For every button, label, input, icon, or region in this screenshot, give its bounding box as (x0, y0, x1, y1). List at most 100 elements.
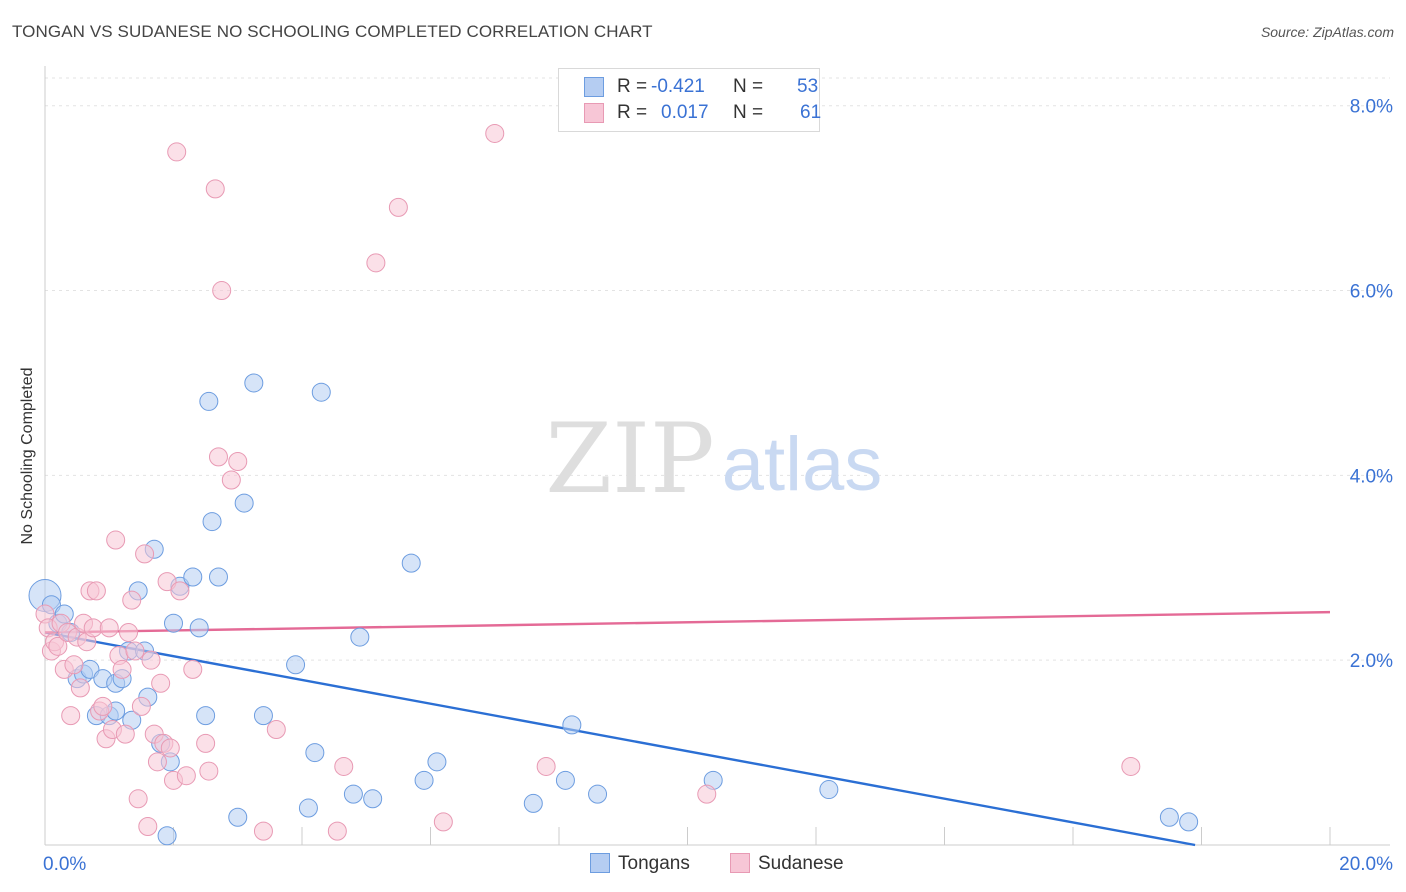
sudanese-point (388, 197, 408, 217)
sudanese-point (167, 142, 187, 162)
sudanese-point (48, 636, 68, 656)
stats-legend: R = -0.421 N = 53 R = 0.017 N = 61 (558, 68, 822, 132)
sudanese-point (1121, 756, 1141, 776)
tongan-point (189, 618, 209, 638)
tongan-point (199, 391, 219, 411)
sudanese-point (61, 706, 81, 726)
tongan-point (286, 655, 306, 675)
chart-title: TONGAN VS SUDANESE NO SCHOOLING COMPLETE… (12, 22, 653, 41)
tongan-point (819, 780, 839, 800)
sudanese-point (99, 618, 119, 638)
sudanese-point (221, 470, 241, 490)
x-tick-label: 20.0% (1339, 854, 1393, 875)
tongan-point (1179, 812, 1199, 832)
y-tick-label: 4.0% (1350, 466, 1393, 487)
sudanese-point (64, 655, 84, 675)
n-value: 61 (800, 102, 822, 123)
sudanese-point (141, 650, 161, 670)
tick-labels: 2.0% 4.0% 6.0% 8.0% 0.0% 20.0% (43, 97, 1393, 875)
sudanese-point (135, 544, 155, 564)
tongan-point (427, 752, 447, 772)
data-points (28, 123, 1199, 846)
sudanese-point (125, 641, 145, 661)
sudanese-point (122, 590, 142, 610)
legend-label-sudanese: Sudanese (758, 853, 844, 874)
tongan-point (298, 798, 318, 818)
sudanese-swatch (584, 103, 604, 123)
y-tick-label: 6.0% (1350, 282, 1393, 303)
legend-item-tongans: Tongans (590, 852, 690, 876)
tongan-point (588, 784, 608, 804)
sudanese-point (327, 821, 347, 841)
trend-lines (44, 610, 1331, 847)
tongan-point (208, 567, 228, 587)
tongan-point (343, 784, 363, 804)
watermark-atlas: atlas (722, 422, 883, 507)
tongan-point (523, 793, 543, 813)
sudanese-point (199, 761, 219, 781)
sudanese-point (119, 622, 139, 642)
sudanese-point (433, 812, 453, 832)
sudanese-point (115, 724, 135, 744)
legend-item-sudanese: Sudanese (730, 852, 844, 876)
tongan-point (234, 493, 254, 513)
sudanese-point (212, 281, 232, 301)
sudanese-point (151, 673, 171, 693)
sudanese-point (138, 817, 158, 837)
n-value: 53 (797, 76, 819, 97)
tongans-trend-line (44, 631, 1196, 847)
grid-lines (45, 77, 1390, 661)
sudanese-point (106, 530, 126, 550)
sudanese-point (176, 766, 196, 786)
x-tick-label: 0.0% (43, 854, 86, 875)
sudanese-point (196, 733, 216, 753)
tongan-point (401, 553, 421, 573)
sudanese-point (112, 659, 132, 679)
sudanese-point (228, 452, 248, 471)
tongan-point (562, 715, 582, 735)
sudanese-point (485, 123, 505, 143)
sudanese-point (366, 253, 386, 273)
sudanese-point (160, 738, 180, 758)
sudanese-point (536, 756, 556, 776)
r-value: 0.017 (661, 102, 709, 123)
sudanese-point (131, 696, 151, 716)
tongan-point (350, 627, 370, 647)
sudanese-point (253, 821, 273, 841)
sudanese-point (205, 179, 225, 199)
sudanese-point (697, 784, 717, 804)
sudanese-point (147, 752, 167, 772)
watermark: ZIP atlas (545, 403, 882, 515)
sudanese-point (93, 696, 113, 716)
sudanese-point (266, 719, 286, 739)
tongan-point (157, 826, 177, 846)
tongan-point (228, 807, 248, 827)
sudanese-point (208, 447, 228, 467)
r-label: R = (617, 102, 648, 123)
sudanese-point (70, 678, 90, 698)
sudanese-point (334, 756, 354, 776)
r-value: -0.421 (651, 76, 705, 97)
tongan-point (244, 373, 264, 393)
r-label: R = (617, 76, 648, 97)
sudanese-point (157, 572, 177, 592)
sudanese-trend-line (44, 610, 1331, 634)
tongans-swatch (584, 77, 604, 97)
tongan-point (196, 706, 216, 726)
sudanese-point (86, 581, 106, 601)
sudanese-point (128, 789, 148, 809)
tongan-point (1159, 807, 1179, 827)
sudanese-point (170, 581, 190, 601)
source-label: Source: ZipAtlas.com (1260, 24, 1394, 40)
watermark-zip: ZIP (545, 403, 714, 515)
tongan-point (305, 743, 325, 763)
tongan-point (414, 770, 434, 790)
tongan-point (555, 770, 575, 790)
y-tick-label: 2.0% (1350, 651, 1393, 672)
tongan-point (164, 613, 183, 633)
tongans-swatch (590, 853, 610, 873)
tongan-point (311, 382, 331, 402)
y-tick-label: 8.0% (1350, 97, 1393, 118)
n-label: N = (733, 76, 764, 97)
